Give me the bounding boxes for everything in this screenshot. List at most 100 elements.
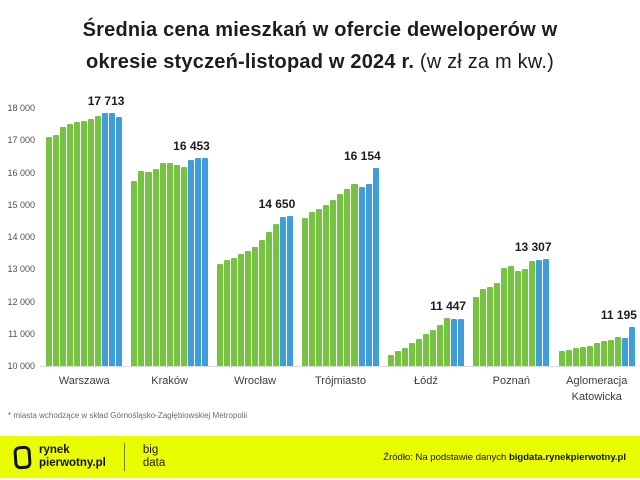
value-label: 16 154 [343, 149, 381, 163]
bar-month-3 [60, 127, 67, 366]
bar-month-2 [53, 135, 60, 366]
bar-month-1 [473, 297, 480, 366]
y-axis: 18 000 17 000 16 000 15 000 14 000 13 000 12 0… [0, 103, 40, 371]
bar-month-4 [579, 347, 586, 366]
bar-month-2 [480, 289, 487, 366]
footer-divider [123, 443, 125, 471]
bar-month-9 [102, 113, 109, 366]
bar-month-4 [494, 283, 501, 366]
bar-month-1 [46, 137, 53, 366]
chart-title-line1: Średnia cena mieszkań w ofercie dewelope… [82, 19, 558, 41]
bar-month-6 [422, 334, 429, 366]
bar-month-8 [266, 232, 273, 366]
bar-month-6 [166, 163, 173, 366]
bar-month-3 [316, 209, 323, 366]
bar-group-pozna-: 13 307 Poznań [473, 108, 552, 387]
bar-month-2 [223, 260, 230, 366]
bar-month-3 [401, 348, 408, 366]
bar-month-11 [458, 319, 465, 366]
bigdata-logo-text: big data [142, 443, 166, 469]
x-axis-label: Wrocław [234, 375, 277, 387]
bar-month-5 [501, 268, 508, 366]
source-link-text: bigdata.rynekpierwotny.pl [508, 451, 626, 463]
chart-title: Średnia cena mieszkań w ofercie dewelope… [0, 14, 640, 78]
bar-month-8 [607, 340, 614, 366]
bar-month-10 [109, 113, 116, 366]
bar-month-9 [443, 318, 450, 366]
bar-month-3 [230, 258, 237, 366]
bar-month-6 [508, 266, 515, 366]
bar-month-10 [365, 184, 372, 366]
bar-month-9 [358, 187, 365, 366]
bar-group-aglomeracja-katowicka: 11 195 Aglomeracja Katowicka [558, 108, 637, 403]
bar-month-8 [180, 167, 187, 366]
bar-month-6 [81, 121, 88, 366]
bar-month-5 [586, 346, 593, 366]
rynekpierwotny-logo-text: rynek pierwotny.pl [39, 443, 106, 469]
bar-month-8 [436, 325, 443, 366]
bar-month-11 [116, 117, 123, 366]
y-tick-label: 13 000 [7, 264, 35, 275]
bar-month-8 [522, 269, 529, 366]
x-axis-label: Poznań [492, 375, 530, 387]
bar-month-10 [194, 158, 201, 366]
bar-month-7 [344, 189, 351, 366]
x-axis-label: Kraków [151, 375, 188, 387]
bar-month-2 [138, 171, 145, 366]
value-label: 16 453 [173, 139, 210, 153]
bar-month-9 [187, 160, 194, 366]
bar-month-10 [450, 319, 457, 366]
y-tick-label: 14 000 [7, 232, 35, 242]
source-attribution: Źródło: Na podstawie danych bigdata.ryne… [383, 451, 626, 463]
bar-month-1 [131, 181, 138, 366]
bar-month-7 [515, 271, 522, 366]
bar-month-6 [252, 247, 259, 366]
bar-month-11 [287, 216, 294, 366]
bar-month-4 [237, 254, 244, 366]
bar-month-1 [302, 218, 309, 366]
bar-month-3 [487, 287, 494, 366]
bar-group-tr-jmiasto: 16 154 Trójmiasto [302, 108, 381, 387]
footer-bar: rynek pierwotny.pl big data Źródło: Na p… [0, 436, 640, 478]
value-label: 11 195 [600, 308, 637, 322]
value-label: 14 650 [258, 197, 296, 211]
footnote: * miasta wchodzące w skład Górnośląsko-Z… [8, 411, 248, 420]
bar-month-6 [337, 194, 344, 366]
y-tick-label: 11 000 [8, 328, 35, 339]
bar-month-8 [95, 116, 102, 366]
y-tick-label: 10 000 [7, 361, 35, 371]
x-axis-label: Warszawa [58, 375, 110, 387]
bar-month-7 [600, 341, 607, 366]
bar-month-2 [309, 212, 316, 366]
bar-month-8 [351, 184, 358, 366]
bar-month-5 [244, 251, 251, 366]
bar-month-7 [173, 165, 180, 366]
value-label: 17 713 [87, 94, 125, 108]
x-axis-baseline [40, 366, 636, 367]
bar-month-7 [88, 119, 95, 366]
chart-title-line2: okresie styczeń-listopad w 2024 r. (w zł… [86, 51, 554, 73]
y-tick-label: 15 000 [7, 199, 35, 210]
value-label: 11 447 [430, 299, 467, 313]
bar-month-1 [216, 264, 223, 366]
x-axis-label: Łódź [413, 375, 438, 387]
bar-group--d-: 11 447 Łódź [387, 108, 467, 387]
bar-month-5 [415, 339, 422, 366]
x-axis-label: Trójmiasto [315, 375, 366, 387]
value-label: 13 307 [514, 240, 552, 254]
bar-month-5 [159, 163, 166, 366]
bar-month-1 [558, 351, 565, 366]
bar-group-warszawa: 17 713 Warszawa [46, 94, 124, 387]
bar-month-2 [394, 351, 401, 366]
y-tick-label: 12 000 [7, 296, 35, 307]
bar-month-3 [572, 348, 579, 366]
bar-month-5 [74, 122, 81, 366]
bar-month-9 [273, 224, 280, 366]
bar-month-2 [565, 350, 572, 366]
bar-month-4 [408, 343, 415, 366]
bar-month-11 [628, 327, 635, 366]
bar-group-krak-w: 16 453 Kraków [131, 108, 210, 387]
bar-month-5 [330, 200, 337, 366]
rynekpierwotny-logo-icon [13, 444, 32, 470]
